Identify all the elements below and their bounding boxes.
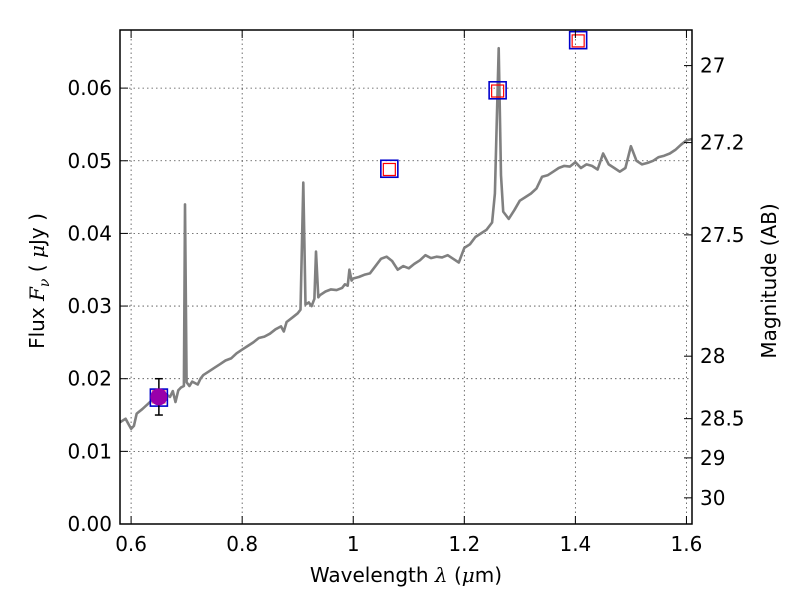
y-tick-label: 0.05 [67,149,112,173]
y2-tick-label: 27 [700,54,725,78]
x-tick-label: 0.8 [226,532,258,556]
y2-tick-label: 28 [700,344,725,368]
model-photometry-square [380,159,399,179]
y-tick-label: 0.01 [67,439,112,463]
synthetic-photometry-square [571,34,585,48]
plot-area [120,46,692,431]
y-tick-label: 0.02 [67,367,112,391]
y-tick-label: 0.04 [67,221,112,245]
x-tick-label: 1.2 [448,532,480,556]
y2-tick-label: 27.5 [700,223,745,247]
x-tick-label: 1.6 [671,532,703,556]
x-tick-label: 0.6 [115,532,147,556]
y2-tick-label: 30 [700,486,725,510]
y-tick-label: 0.03 [67,294,112,318]
spectrum-line [120,46,692,431]
model-photometry-square [488,80,507,100]
y-axis-label: Flux Fν ( μJy ) [25,213,53,349]
synthetic-photometry-square [491,84,505,98]
grid-lines [120,30,692,525]
secondary-y-axis-label: Magnitude (AB) [757,203,781,358]
observed-point [150,388,168,406]
series-layer [120,30,692,431]
ticks: 0.6 0.8 1 1.2 1.4 1.6 0.00 0.01 0.02 0.03 0.04 0.05… [67,30,745,556]
model-photometry-square [568,30,588,50]
y-tick-label: 0.00 [67,512,112,536]
synthetic-photometry-square [382,162,396,177]
y-tick-label: 0.06 [67,76,112,100]
plot-frame [119,29,693,525]
y2-tick-label: 27.2 [700,131,745,155]
x-tick-label: 1.4 [559,532,591,556]
y2-tick-label: 29 [700,446,725,470]
x-axis-label: Wavelength λ (μm) [310,563,502,587]
x-tick-label: 1 [347,532,360,556]
y2-tick-label: 28.5 [700,407,745,431]
